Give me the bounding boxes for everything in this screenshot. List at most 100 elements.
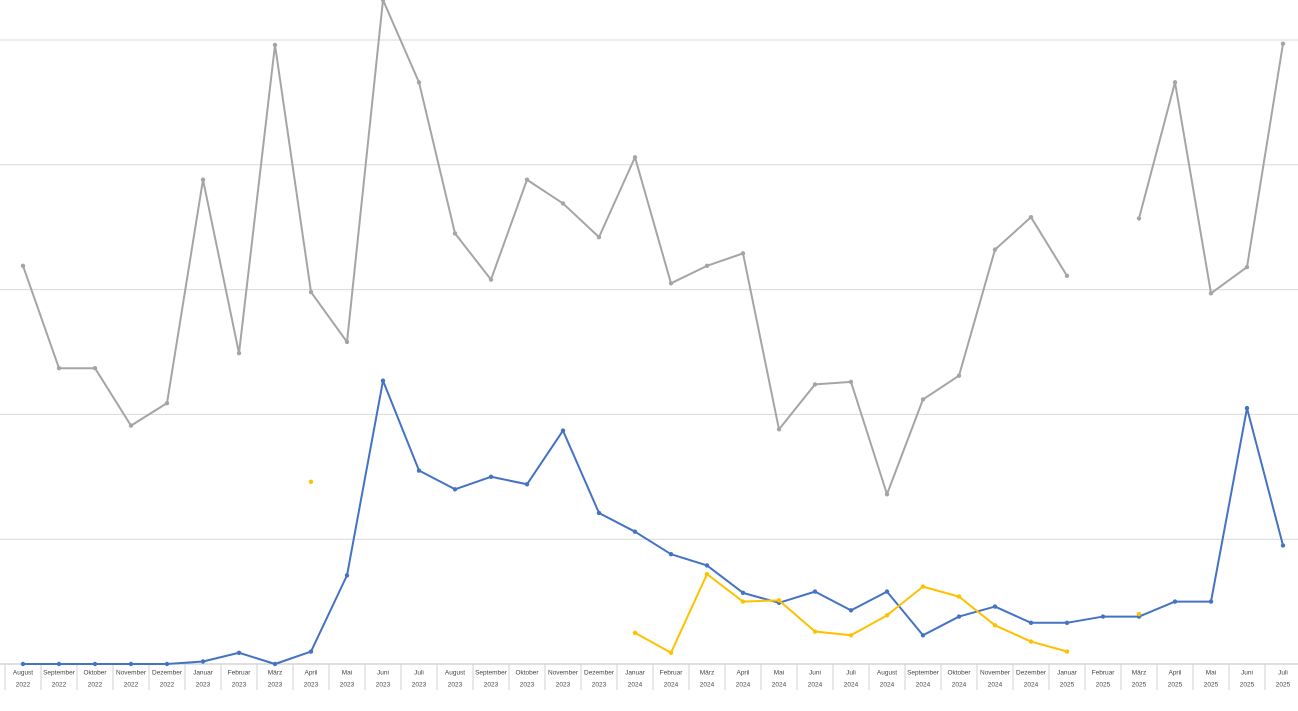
x-tick-year: 2024 <box>808 682 823 689</box>
x-tick-label: März <box>268 670 282 677</box>
data-point <box>92 661 98 667</box>
x-tick-year: 2024 <box>1024 682 1039 689</box>
data-point <box>416 468 422 473</box>
x-tick-label: Dezember <box>152 670 183 677</box>
x-tick-year: 2023 <box>376 682 391 689</box>
data-point <box>848 633 854 638</box>
data-point <box>308 289 314 295</box>
x-tick-year: 2023 <box>484 682 499 689</box>
x-tick-year: 2025 <box>1132 682 1147 689</box>
data-point <box>164 400 170 406</box>
data-point <box>1136 216 1142 221</box>
x-tick-label: Oktober <box>83 670 107 677</box>
x-tick-label: Januar <box>193 670 214 677</box>
data-point <box>20 661 26 667</box>
data-point <box>200 659 206 664</box>
data-point <box>884 613 890 618</box>
data-point <box>848 379 854 385</box>
data-point <box>1244 405 1250 411</box>
data-point <box>956 594 962 599</box>
data-point <box>1064 273 1070 279</box>
data-point <box>308 479 314 484</box>
data-point <box>704 563 710 568</box>
x-tick-year: 2023 <box>520 682 535 689</box>
data-point <box>1028 639 1034 644</box>
data-point <box>56 365 62 371</box>
data-point <box>812 589 818 594</box>
data-point <box>524 482 530 487</box>
data-point <box>740 590 746 596</box>
x-tick-label: Mai <box>342 670 352 677</box>
data-point <box>20 263 26 269</box>
data-point <box>1244 264 1250 270</box>
x-tick-year: 2023 <box>196 682 211 689</box>
data-point <box>1028 620 1034 626</box>
x-tick-label: April <box>304 670 318 677</box>
x-tick-label: Juni <box>377 670 389 677</box>
series-line <box>22 0 1284 496</box>
data-point <box>1136 611 1142 617</box>
x-tick-year: 2024 <box>916 682 931 689</box>
data-point <box>308 649 314 654</box>
data-point <box>848 608 854 613</box>
x-tick-label: Juni <box>809 670 821 677</box>
data-point <box>380 0 386 3</box>
data-point <box>164 661 170 667</box>
x-tick-label: Juli <box>414 670 424 677</box>
data-point <box>668 650 674 655</box>
data-point <box>704 571 710 577</box>
x-tick-year: 2023 <box>304 682 319 689</box>
data-point <box>1064 649 1070 654</box>
data-point <box>812 629 818 634</box>
x-tick-year: 2025 <box>1168 682 1183 689</box>
x-tick-label: September <box>43 670 76 677</box>
x-tick-label: Februar <box>228 670 252 677</box>
x-tick-year: 2025 <box>1060 682 1075 689</box>
x-tick-label: Dezember <box>584 670 615 677</box>
data-point <box>128 423 134 428</box>
data-point <box>992 623 998 628</box>
x-tick-label: August <box>445 670 465 677</box>
data-point <box>884 492 890 497</box>
x-tick-label: März <box>1132 670 1146 677</box>
x-tick-year: 2023 <box>592 682 607 689</box>
data-point <box>1280 41 1286 46</box>
x-tick-year: 2024 <box>736 682 751 689</box>
data-point <box>236 351 242 356</box>
data-point <box>488 277 494 282</box>
data-point <box>272 42 278 48</box>
x-tick-label: April <box>1168 670 1182 677</box>
x-tick-year: 2023 <box>448 682 463 689</box>
x-tick-label: September <box>907 670 940 677</box>
x-tick-label: Mai <box>774 670 784 677</box>
x-tick-label: Juli <box>1278 670 1288 677</box>
x-tick-year: 2024 <box>700 682 715 689</box>
data-point <box>668 551 674 557</box>
x-tick-label: Juni <box>1241 670 1253 677</box>
x-tick-year: 2023 <box>556 682 571 689</box>
data-point <box>452 487 458 492</box>
data-point <box>128 661 134 667</box>
data-point <box>488 474 494 479</box>
x-tick-year: 2024 <box>880 682 895 689</box>
x-tick-label: August <box>877 670 897 677</box>
data-point <box>632 529 638 534</box>
data-point <box>1172 599 1178 604</box>
data-point <box>1172 80 1178 85</box>
x-tick-label: Juli <box>846 670 856 677</box>
data-point <box>92 365 98 371</box>
data-point <box>668 281 674 286</box>
data-point <box>812 382 818 387</box>
x-tick-year: 2024 <box>952 682 967 689</box>
data-point <box>920 633 926 638</box>
data-point <box>632 155 638 160</box>
x-tick-label: Oktober <box>947 670 971 677</box>
data-point <box>596 510 602 516</box>
data-point <box>56 661 62 667</box>
data-point <box>956 373 962 378</box>
x-tick-year: 2025 <box>1276 682 1291 689</box>
x-tick-year: 2025 <box>1240 682 1255 689</box>
x-tick-year: 2022 <box>124 682 139 689</box>
data-point <box>920 584 926 589</box>
